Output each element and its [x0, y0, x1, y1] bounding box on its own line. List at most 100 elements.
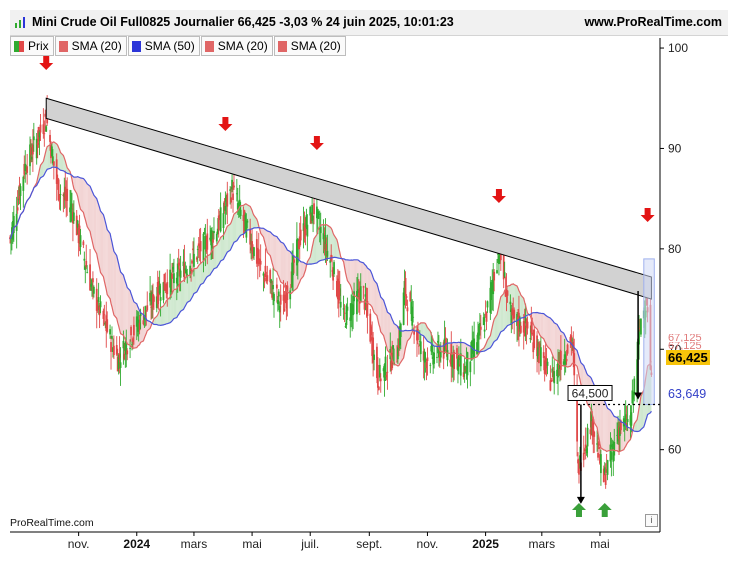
candle-body	[382, 368, 385, 372]
cloud-segment	[605, 403, 607, 452]
cloud-segment	[271, 232, 273, 263]
candle-body	[336, 280, 338, 297]
cloud-segment	[103, 214, 105, 282]
candle-body	[19, 186, 22, 197]
cloud-segment	[464, 343, 466, 359]
cloud-segment	[334, 235, 337, 258]
candle-body	[130, 326, 132, 336]
candle-body	[112, 347, 114, 352]
cloud-segment	[252, 210, 254, 229]
candle-body	[600, 454, 602, 474]
candle-body	[51, 146, 53, 157]
candle-body	[133, 324, 135, 336]
candle-body	[69, 207, 71, 213]
cloud-segment	[551, 319, 553, 355]
candle-body	[509, 301, 512, 305]
candle-body	[264, 265, 267, 277]
candle-body	[497, 253, 499, 255]
info-icon[interactable]: i	[645, 514, 658, 527]
candle-body	[609, 444, 612, 462]
candle-body	[519, 325, 522, 333]
candle-body	[416, 329, 418, 341]
cloud-segment	[400, 330, 404, 363]
cloud-segment	[317, 228, 319, 263]
candle-body	[84, 266, 87, 270]
candle-body	[165, 285, 168, 290]
candle-body	[518, 317, 521, 330]
cloud-segment	[394, 323, 397, 366]
candle-body	[442, 342, 445, 359]
cloud-segment	[266, 230, 268, 253]
candle-body	[295, 239, 298, 266]
candle-body	[613, 441, 616, 456]
candle-body	[189, 265, 192, 275]
candle-body	[379, 378, 382, 382]
candle-body	[431, 343, 434, 353]
candle-body	[606, 460, 609, 475]
cloud-segment	[380, 296, 384, 336]
cloud-segment	[420, 322, 424, 336]
candle-body	[544, 357, 547, 369]
candle-body	[63, 194, 66, 197]
cloud-segment	[640, 390, 644, 430]
cloud-segment	[520, 295, 524, 319]
legend-item-4[interactable]: SMA (20)	[273, 36, 346, 56]
candle-body	[332, 269, 334, 281]
cloud-segment	[173, 288, 177, 319]
candle-body	[612, 443, 615, 462]
candle-body	[104, 322, 107, 326]
cloud-segment	[543, 313, 545, 342]
candle-body	[356, 290, 358, 315]
candle-body	[193, 253, 195, 267]
candle-body	[304, 226, 307, 236]
candle-body	[505, 286, 508, 296]
cloud-segment	[299, 260, 301, 283]
candle-body	[237, 202, 240, 204]
candle-body	[223, 201, 226, 211]
candle-body	[326, 250, 329, 257]
cloud-segment	[547, 316, 551, 350]
candle-body	[631, 390, 634, 404]
cloud-segment	[217, 241, 219, 266]
cloud-segment	[80, 177, 84, 213]
candle-body	[377, 386, 380, 390]
site-url[interactable]: www.ProRealTime.com	[584, 15, 722, 29]
candle-body	[586, 427, 589, 447]
candle-body	[25, 172, 28, 174]
legend-item-1[interactable]: SMA (20)	[54, 36, 127, 56]
candle-body	[557, 361, 559, 378]
hidden-price-tag: 67,125	[668, 334, 702, 342]
candle-body	[31, 144, 34, 155]
candle-body	[182, 261, 185, 267]
candle-body	[256, 252, 259, 262]
legend-item-2[interactable]: SMA (50)	[127, 36, 200, 56]
legend-item-0[interactable]: Prix	[10, 36, 54, 56]
candle-body	[539, 343, 541, 348]
candle-body	[70, 203, 72, 209]
candle-body	[298, 236, 301, 247]
candle-body	[169, 269, 172, 288]
candle-body	[446, 350, 449, 361]
cloud-segment	[427, 327, 431, 343]
candle-body	[617, 429, 619, 442]
candle-body	[245, 221, 248, 238]
candle-body	[122, 340, 125, 349]
prt-logo-icon	[15, 17, 25, 28]
candle-body	[570, 335, 573, 346]
candle-body	[118, 353, 121, 358]
cloud-segment	[184, 277, 186, 308]
candle-body	[513, 309, 516, 319]
legend-item-3[interactable]: SMA (20)	[200, 36, 273, 56]
candle-body	[259, 260, 262, 265]
cloud-segment	[193, 268, 197, 294]
candle-body	[197, 243, 200, 247]
cloud-segment	[232, 217, 234, 247]
cloud-segment	[47, 144, 51, 170]
cloud-segment	[373, 277, 375, 313]
candle-body	[322, 233, 325, 240]
cloud-segment	[379, 293, 381, 332]
cloud-segment	[327, 225, 331, 259]
candle-body	[350, 303, 353, 321]
candle-body	[357, 293, 360, 297]
